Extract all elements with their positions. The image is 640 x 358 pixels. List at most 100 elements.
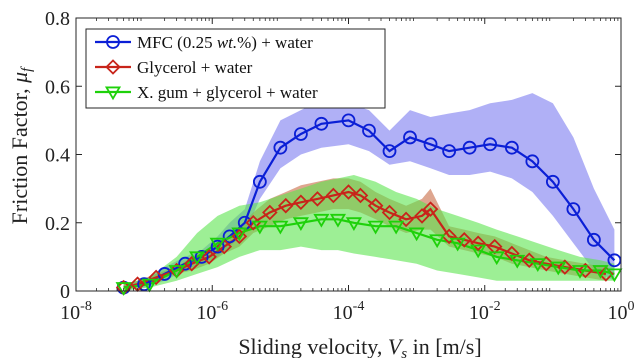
y-tick-label: 0.2 bbox=[45, 213, 70, 235]
data-point-1 bbox=[325, 187, 342, 204]
confidence-band-0 bbox=[123, 93, 615, 288]
series-line-2 bbox=[123, 218, 615, 289]
data-point-1 bbox=[422, 201, 439, 217]
data-point-2 bbox=[292, 217, 309, 232]
data-point-0 bbox=[462, 140, 477, 155]
y-tick-label: 0.6 bbox=[45, 76, 70, 98]
data-point-0 bbox=[483, 137, 498, 152]
data-point-2 bbox=[231, 227, 248, 242]
y-tick-label: 0 bbox=[60, 281, 70, 303]
data-point-0 bbox=[403, 130, 417, 145]
data-point-1 bbox=[201, 249, 217, 265]
data-point-0 bbox=[314, 116, 329, 131]
legend-label: MFC (0.25 wt.%) + water bbox=[137, 33, 313, 52]
x-tick-label: 10-6 bbox=[196, 299, 228, 324]
data-point-1 bbox=[231, 228, 248, 245]
y-tick-label: 0.8 bbox=[45, 8, 70, 30]
data-point-2 bbox=[313, 213, 330, 228]
data-point-1 bbox=[277, 197, 294, 214]
data-point-2 bbox=[592, 265, 609, 279]
legend-label: Glycerol + water bbox=[137, 58, 253, 77]
confidence-bands bbox=[123, 93, 615, 291]
data-point-0 bbox=[607, 253, 622, 268]
data-point-1 bbox=[262, 204, 278, 221]
data-point-1 bbox=[245, 214, 262, 231]
data-point-2 bbox=[141, 278, 158, 293]
x-axis-label: Sliding velocity, Vs in [m/s] bbox=[238, 334, 481, 358]
data-point-1 bbox=[340, 184, 357, 200]
data-point-0 bbox=[362, 123, 376, 138]
data-point-0 bbox=[382, 144, 397, 158]
data-point-2 bbox=[251, 220, 268, 235]
x-tick-label: 10-2 bbox=[469, 299, 501, 324]
data-point-1 bbox=[504, 245, 520, 262]
data-point-2 bbox=[367, 220, 384, 235]
data-point-2 bbox=[470, 244, 487, 259]
legend-marker bbox=[106, 35, 120, 49]
y-axis-label: Friction Factor, μf bbox=[7, 66, 35, 225]
data-point-2 bbox=[272, 220, 289, 235]
data-point-0 bbox=[252, 174, 267, 189]
data-point-2 bbox=[209, 237, 226, 252]
data-point-2 bbox=[606, 268, 623, 283]
legend-label: X. gum + glycerol + water bbox=[137, 83, 318, 102]
data-point-2 bbox=[571, 265, 589, 279]
data-point-0 bbox=[194, 249, 209, 264]
data-point-0 bbox=[210, 239, 225, 254]
data-point-2 bbox=[550, 261, 567, 276]
data-point-1 bbox=[309, 191, 326, 207]
y-tick-label: 0.4 bbox=[45, 145, 70, 167]
data-point-1 bbox=[577, 262, 594, 279]
data-point-0 bbox=[586, 232, 601, 247]
axis-tick-labels: 10-8 10-6 10-4 10-2 100 0 0.2 0.4 0.6 0.8 bbox=[45, 8, 635, 324]
legend-box bbox=[85, 28, 386, 109]
data-point-0 bbox=[566, 202, 581, 217]
legend-marker bbox=[104, 86, 122, 101]
data-point-2 bbox=[345, 217, 362, 232]
data-point-1 bbox=[557, 259, 573, 275]
data-point-2 bbox=[329, 213, 347, 228]
data-point-1 bbox=[456, 232, 473, 248]
data-point-2 bbox=[115, 282, 132, 296]
legend: MFC (0.25 wt.%) + water Glycerol + water X… bbox=[85, 28, 386, 109]
data-point-0 bbox=[137, 277, 152, 292]
data-point-0 bbox=[273, 140, 288, 155]
data-point-1 bbox=[367, 197, 384, 214]
legend-marker bbox=[105, 59, 121, 75]
data-point-2 bbox=[488, 251, 505, 266]
data-point-1 bbox=[470, 235, 486, 251]
data-point-2 bbox=[388, 220, 405, 235]
data-point-1 bbox=[441, 228, 457, 245]
data-point-0 bbox=[293, 127, 308, 141]
data-point-0 bbox=[504, 140, 519, 155]
data-point-0 bbox=[545, 174, 560, 189]
data-point-1 bbox=[148, 269, 164, 286]
data-point-0 bbox=[442, 144, 457, 158]
data-point-0 bbox=[178, 256, 193, 271]
data-point-2 bbox=[509, 254, 526, 269]
axis-ticks bbox=[75, 17, 622, 292]
data-point-2 bbox=[449, 237, 466, 252]
data-point-1 bbox=[352, 187, 369, 204]
series-markers bbox=[115, 113, 623, 296]
series-line-1 bbox=[123, 190, 607, 289]
x-tick-label: 10-4 bbox=[333, 299, 365, 324]
data-point-0 bbox=[525, 154, 540, 169]
data-point-2 bbox=[408, 227, 425, 242]
data-point-2 bbox=[429, 234, 446, 249]
data-point-1 bbox=[521, 252, 538, 269]
data-point-1 bbox=[398, 211, 414, 228]
data-point-1 bbox=[381, 204, 398, 221]
data-point-1 bbox=[414, 208, 430, 224]
x-tick-label: 10-8 bbox=[60, 299, 92, 324]
data-point-2 bbox=[529, 258, 546, 272]
data-point-0 bbox=[423, 137, 438, 152]
data-point-2 bbox=[168, 265, 185, 279]
x-tick-label: 100 bbox=[608, 299, 635, 324]
confidence-band-2 bbox=[123, 175, 615, 291]
data-point-2 bbox=[189, 251, 206, 266]
data-point-1 bbox=[293, 194, 309, 211]
data-point-0 bbox=[222, 229, 237, 244]
data-point-0 bbox=[341, 113, 356, 128]
